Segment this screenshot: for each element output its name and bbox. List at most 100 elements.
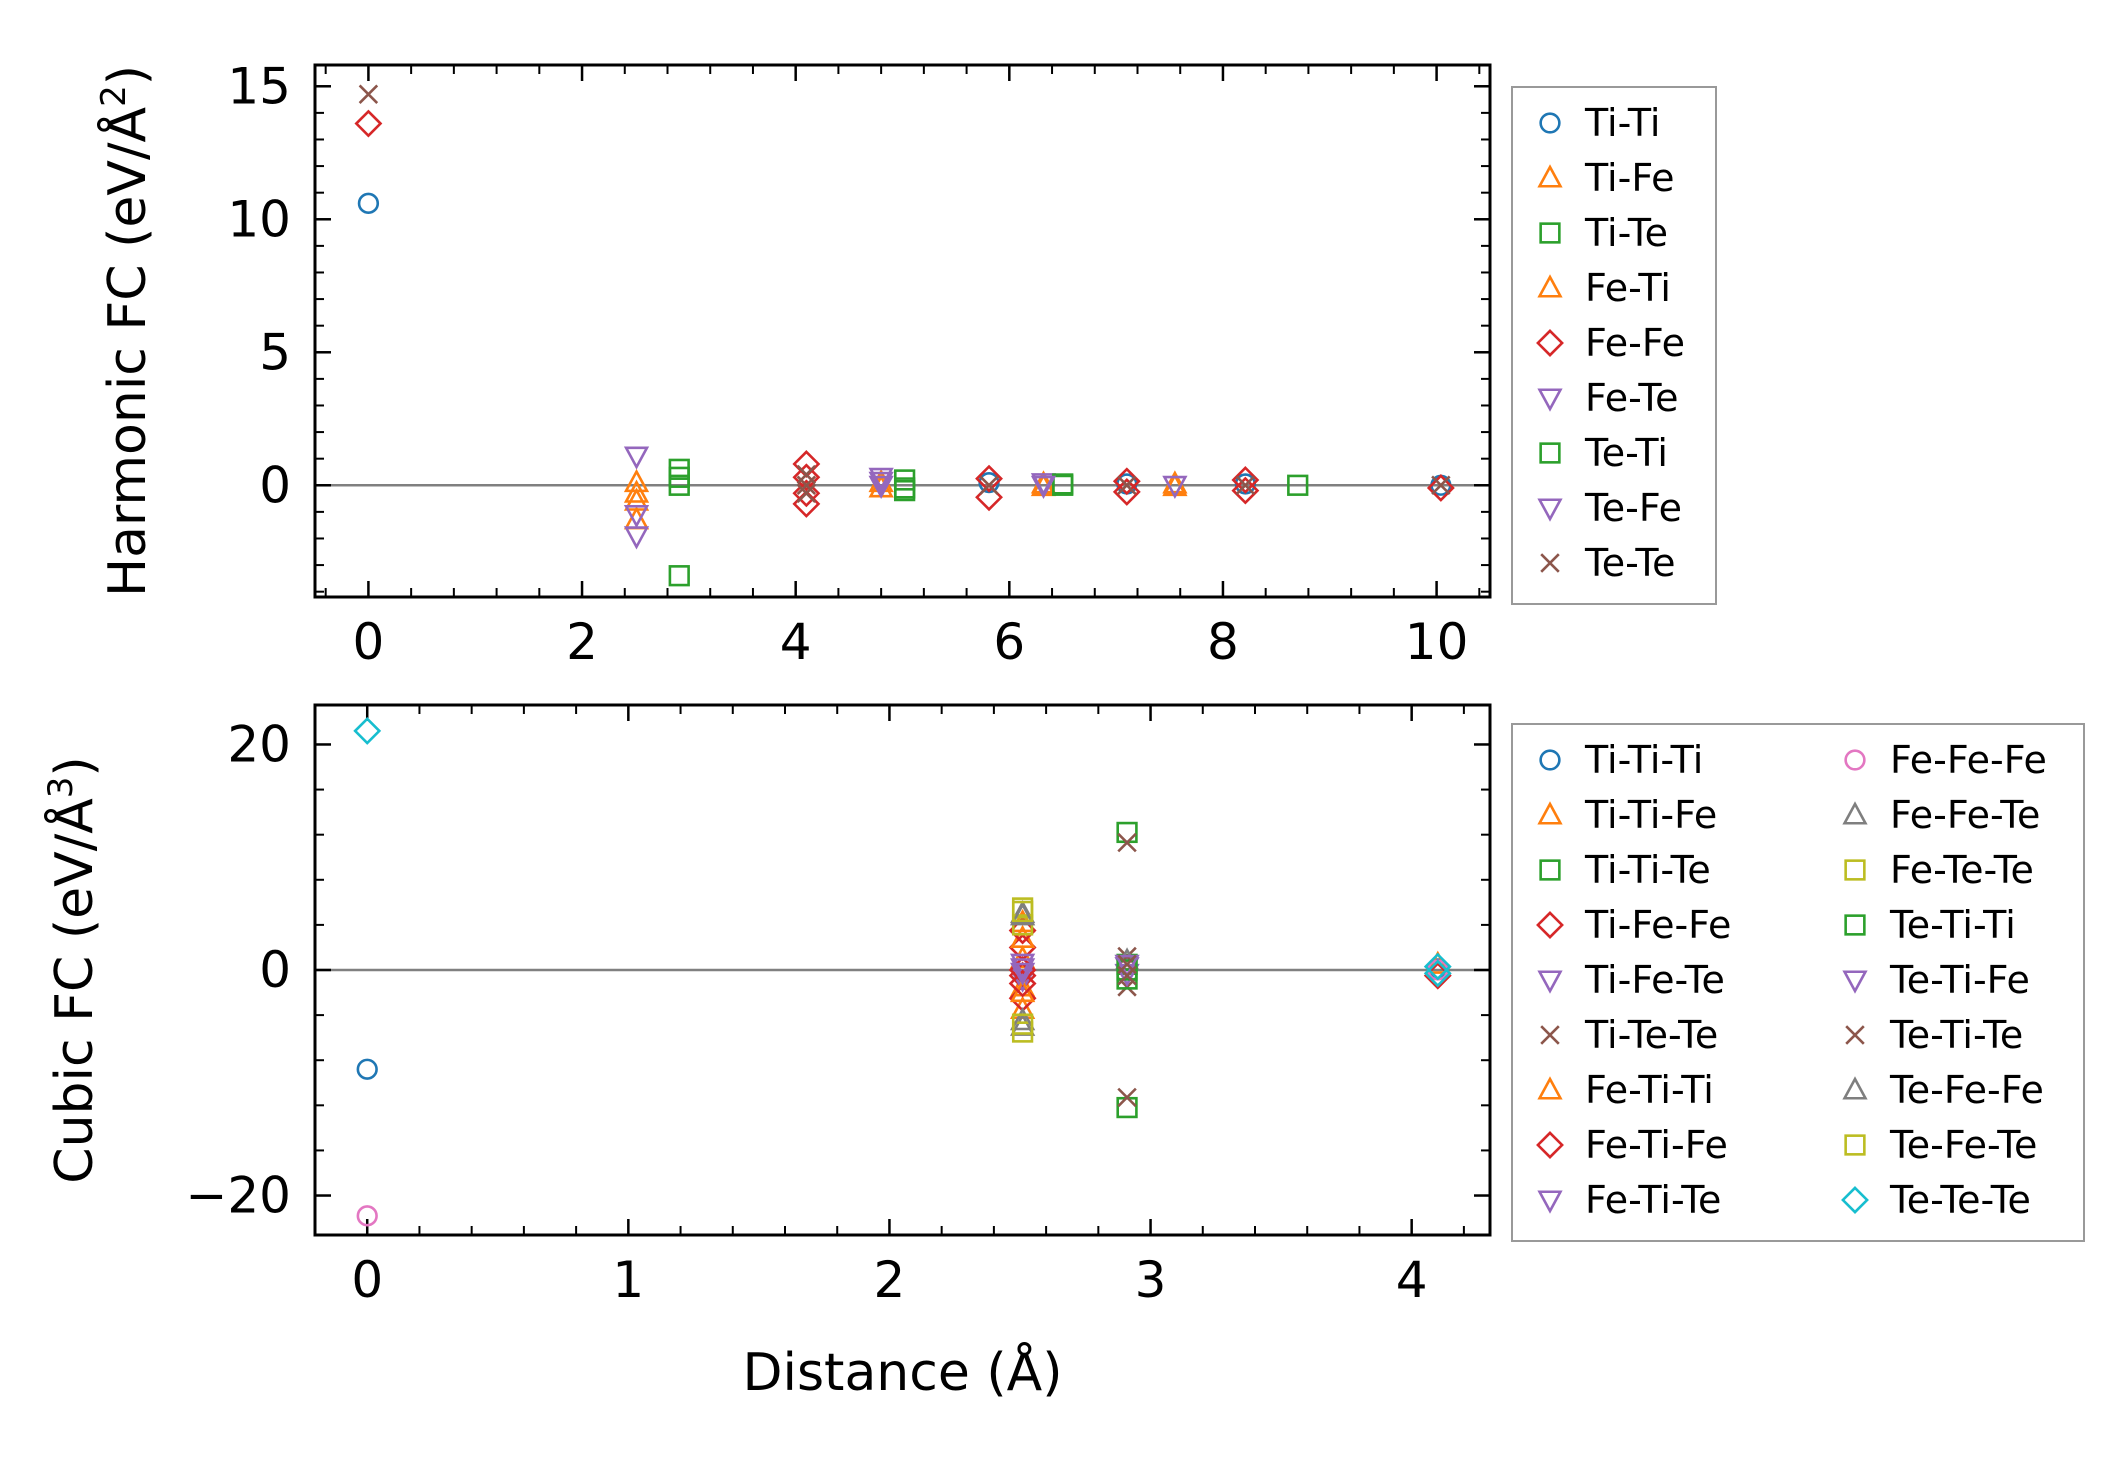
legend-marker: [1844, 1134, 1866, 1156]
x-tick-label: 1: [612, 1251, 644, 1309]
data-point-te-ti-te: [1117, 965, 1137, 986]
data-point-ti-ti-ti: [356, 1058, 378, 1080]
legend-label: Te-Ti: [1584, 431, 1668, 475]
data-point-te-te-te: [353, 716, 382, 745]
legend-item: Ti-Te-Te: [1540, 1013, 1718, 1057]
legend-item: Te-Fe-Fe: [1842, 1068, 2044, 1112]
y-tick-label: 10: [227, 190, 291, 248]
data-point-te-ti-fe: [1009, 958, 1036, 982]
legend-item: Fe-Te-Te: [1844, 848, 2034, 892]
plot-frame: [313, 703, 1492, 1237]
legend-label: Te-Ti-Ti: [1889, 903, 2016, 947]
data-point-fe-ti: [1162, 470, 1188, 494]
x-tick-label: 4: [1396, 1251, 1428, 1309]
legend-label: Fe-Ti-Ti: [1585, 1068, 1714, 1112]
legend-item: Ti-Ti: [1539, 101, 1660, 145]
data-point-ti-te-te: [1117, 1087, 1137, 1108]
legend-item: Ti-Ti-Ti: [1539, 738, 1703, 782]
data-point-ti-te: [1287, 474, 1309, 496]
legend-label: Ti-Ti: [1584, 101, 1660, 145]
y-tick-label: 0: [259, 941, 291, 999]
x-tick-label: 2: [566, 613, 598, 671]
legend-marker: [1537, 801, 1563, 825]
data-point-te-ti: [668, 466, 690, 488]
legend-label: Ti-Te: [1584, 211, 1668, 255]
legend-marker: [1537, 1190, 1563, 1214]
data-point-fe-fe: [1112, 477, 1141, 506]
legend-marker: [1842, 801, 1868, 825]
data-point-ti-ti-fe: [1009, 944, 1036, 969]
x-tick-label: 3: [1135, 1251, 1167, 1309]
data-point-te-ti: [893, 477, 916, 499]
data-points: [353, 716, 1452, 1227]
data-point-te-te: [1431, 475, 1451, 495]
y-tick-label: 20: [227, 715, 291, 773]
legend-marker: [1537, 164, 1563, 188]
data-point-te-fe: [868, 471, 894, 496]
legend-item: Fe-Te: [1537, 376, 1679, 420]
x-tick-label: 0: [353, 613, 385, 671]
legend-item: Fe-Fe-Te: [1842, 793, 2040, 837]
legend-marker: [1536, 911, 1564, 939]
data-point-te-fe-te: [1011, 900, 1034, 923]
legend-marker: [1539, 442, 1561, 464]
legend-marker: [1537, 388, 1563, 412]
legend-label: Ti-Ti-Te: [1584, 848, 1711, 892]
legend-marker: [1539, 112, 1561, 134]
data-point-te-fe-fe: [1009, 902, 1036, 926]
data-point-fe-ti-fe: [1008, 969, 1037, 998]
legend-marker: [1539, 749, 1561, 771]
y-tick-label: 5: [259, 323, 291, 381]
legend-label: Ti-Fe-Fe: [1584, 903, 1731, 947]
data-point-te-ti-ti: [1116, 959, 1138, 981]
legend-marker: [1537, 970, 1563, 994]
legend-label: Fe-Fe-Fe: [1890, 738, 2047, 782]
data-point-fe-ti: [623, 479, 650, 503]
y-axis-title-main: Harmonic FC (eV/Å: [96, 106, 158, 597]
legend-label: Te-Fe-Te: [1889, 1123, 2037, 1167]
legend-label: Fe-Fe: [1585, 321, 1685, 365]
y-tick-label: 0: [259, 456, 291, 514]
legend-item: Te-Fe: [1537, 486, 1682, 530]
legend-item: Ti-Fe-Te: [1537, 958, 1725, 1002]
legend-label: Te-Te: [1584, 541, 1676, 585]
data-point-te-te-te: [1423, 959, 1452, 988]
legend-marker: [1841, 1186, 1869, 1214]
data-point-ti-ti: [357, 192, 380, 214]
legend-item: Ti-Fe-Fe: [1536, 903, 1731, 947]
legend-label: Te-Fe: [1584, 486, 1682, 530]
data-point-te-te-te: [1423, 952, 1452, 981]
data-point-te-te: [1235, 475, 1256, 495]
x-tick-label: 6: [993, 613, 1025, 671]
legend-item: Te-Ti-Ti: [1844, 903, 2016, 947]
legend-box: [1511, 723, 2085, 1242]
legend-marker: [1844, 914, 1866, 936]
data-point-fe-fe: [792, 479, 821, 508]
y-axis-title: Harmonic FC (eV/Å2): [94, 65, 158, 597]
legend-item: Te-Ti: [1539, 431, 1668, 475]
data-point-fe-te: [623, 446, 650, 470]
data-point-fe-fe: [792, 463, 821, 492]
legend-label: Te-Ti-Fe: [1889, 958, 2030, 1002]
legend-label: Ti-Ti-Ti: [1584, 738, 1703, 782]
legend-label: Ti-Fe-Te: [1584, 958, 1725, 1002]
data-point-fe-fe: [975, 464, 1003, 493]
legend-label: Fe-Ti-Te: [1585, 1178, 1721, 1222]
legend: Ti-Ti-Ti Ti-Ti-Fe Ti-Ti-Te Ti-Fe-Fe Ti-Fe-Te…: [1511, 723, 2085, 1242]
data-point-fe-te: [1162, 475, 1188, 500]
data-point-te-te: [979, 475, 999, 495]
data-point-ti-ti-te: [1116, 821, 1138, 844]
data-point-fe-te: [623, 504, 650, 529]
legend-item: Fe-Fe: [1536, 321, 1685, 365]
legend-label: Te-Fe-Fe: [1889, 1068, 2044, 1112]
data-point-te-fe: [1030, 475, 1057, 500]
legend-label: Ti-Ti-Fe: [1584, 793, 1717, 837]
data-points: [354, 84, 1455, 587]
y-axis-title-end: ): [98, 65, 158, 85]
data-point-fe-fe: [1426, 474, 1455, 502]
legend-label: Fe-Te-Te: [1890, 848, 2034, 892]
legend-item: Fe-Fe-Fe: [1844, 738, 2047, 782]
